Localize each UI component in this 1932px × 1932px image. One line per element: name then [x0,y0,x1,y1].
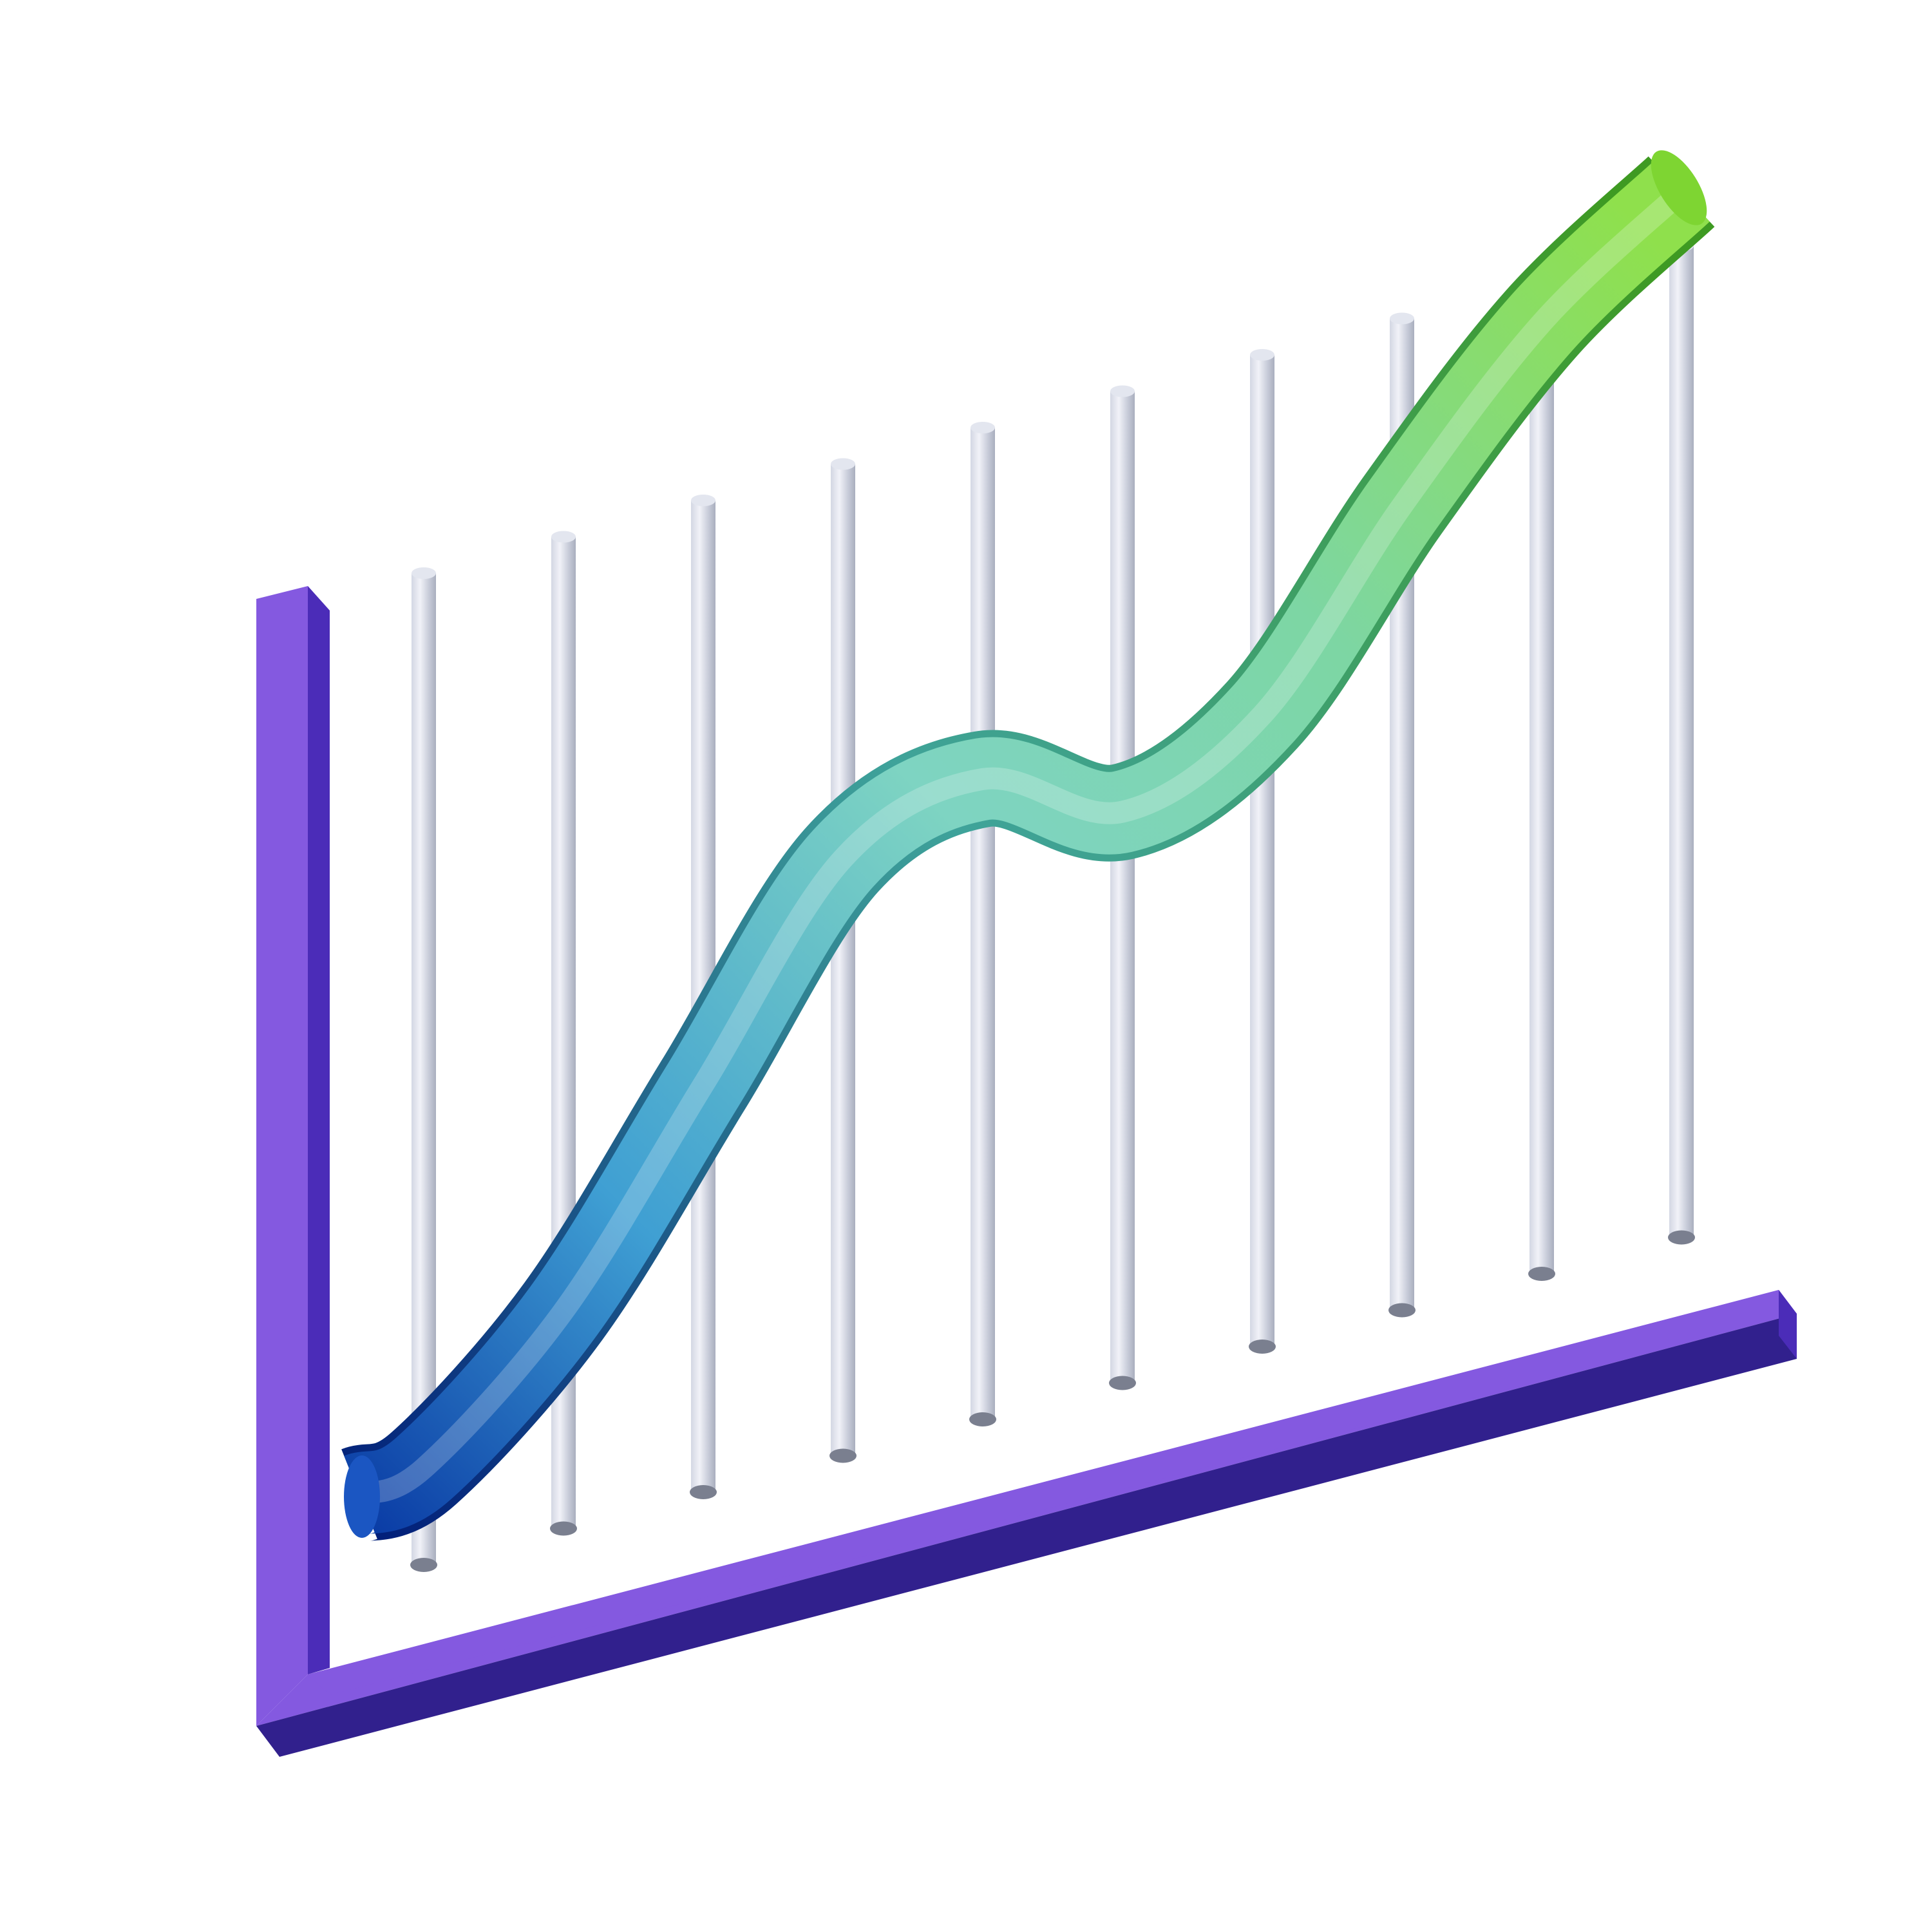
gridline-rod [1668,240,1695,1245]
line-start-cap [344,1455,380,1538]
x-axis-end [1779,1290,1797,1359]
gridline-rod-body [831,464,855,1456]
line-end-cap [1651,150,1707,225]
gridline-rod-base [410,1558,437,1572]
gridline-rod-body [1110,391,1135,1383]
gridline-rod-body [1669,245,1694,1238]
gridline-rod [1528,276,1555,1281]
gridline-rod-base [1528,1267,1555,1281]
gridline-rod-top [971,422,995,433]
gridline-rod-body [971,428,995,1419]
gridline-rod [410,567,437,1572]
gridline-rod-top [1250,349,1274,361]
gridline-rod-base [969,1412,996,1426]
gridline-rod-body [1530,282,1554,1274]
y-axis-face [256,586,308,1726]
gridline-rod-base [1388,1303,1416,1318]
gridline-rod-top [831,458,855,470]
gridline-rod [1109,385,1136,1390]
gridline-rod-top [1110,385,1135,397]
line-series-highlight [348,180,1692,1505]
gridline-rod-top [1390,312,1414,325]
gridline-rod-base [829,1448,857,1463]
gridline-rod-base [550,1521,577,1536]
gridline-rod-base [1668,1230,1695,1245]
y-axis-side [308,586,330,1674]
gridline-rod-base [690,1485,717,1499]
gridline-rod-base [1249,1340,1276,1354]
gridline-rod-top [412,567,436,579]
gridline-rod [969,422,996,1426]
gridline-rods [410,240,1695,1572]
gridline-rod-top [551,531,576,543]
x-axis-top [308,1290,1797,1695]
gridline-rod-body [1250,355,1274,1347]
gridline-rod [1249,349,1276,1354]
axes [256,586,1797,1757]
gridline-rod-base [1109,1376,1136,1390]
gridline-rod-top [691,495,715,506]
x-axis-bottom [256,1314,1797,1757]
gridline-rod [829,458,857,1463]
line-series-path [344,161,1710,1535]
line-series [341,150,1715,1541]
